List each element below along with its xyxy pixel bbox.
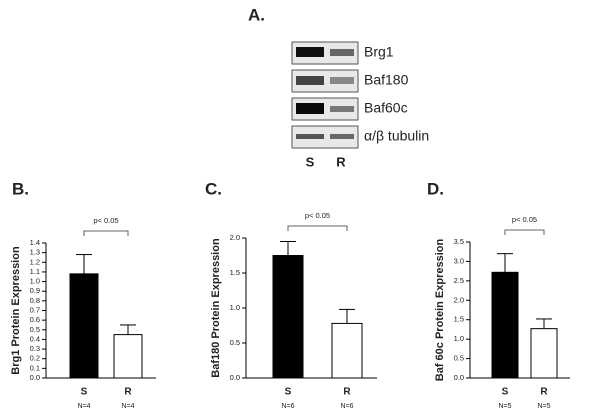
lane-label: R bbox=[336, 154, 346, 169]
y-tick-label: 0.0 bbox=[454, 373, 464, 382]
y-tick-label: 2.0 bbox=[230, 233, 240, 242]
panel-label: A. bbox=[248, 5, 265, 24]
bar bbox=[530, 328, 558, 379]
x-tick-label: S bbox=[285, 387, 292, 398]
bar bbox=[113, 334, 143, 379]
n-label: N=5 bbox=[537, 403, 550, 410]
y-tick-label: 1.5 bbox=[454, 315, 464, 324]
panel-label: B. bbox=[12, 179, 29, 198]
bar-chart: C. Baf180 Protein Expression 0.0 0.5 1.0 1.5 2… bbox=[205, 179, 377, 410]
y-tick-label: 0.5 bbox=[30, 325, 40, 334]
x-tick-label: R bbox=[540, 387, 548, 398]
bar bbox=[69, 273, 99, 379]
y-tick-label: 0.9 bbox=[30, 286, 40, 295]
y-axis-label: Baf 60c Protein Expression bbox=[434, 239, 446, 382]
y-tick-label: 1.3 bbox=[30, 248, 40, 257]
y-tick-label: 0.0 bbox=[230, 373, 240, 382]
y-tick-label: 1.0 bbox=[230, 303, 240, 312]
blot-row-label: α/β tubulin bbox=[364, 128, 429, 144]
y-tick-label: 0.6 bbox=[30, 315, 40, 324]
significance-bracket bbox=[504, 229, 545, 235]
bar-chart: B. Brg1 Protein Expression 0.00.10.20.30.4… bbox=[10, 179, 156, 410]
y-tick-label: 1.4 bbox=[30, 238, 40, 247]
y-tick-label: 0.5 bbox=[230, 338, 240, 347]
y-tick-label: 0.2 bbox=[30, 354, 40, 363]
y-tick-label: 0.4 bbox=[30, 334, 40, 343]
y-tick-label: 3.5 bbox=[454, 237, 464, 246]
y-tick-label: 0.0 bbox=[30, 373, 40, 382]
blot-strip bbox=[291, 41, 359, 149]
panel-label: D. bbox=[427, 179, 444, 198]
y-axis-label: Brg1 Protein Expression bbox=[10, 246, 22, 375]
bar bbox=[272, 255, 304, 379]
n-label: N=6 bbox=[281, 403, 294, 410]
annotation: p< 0.05 bbox=[512, 215, 537, 224]
y-tick-label: 1.0 bbox=[30, 277, 40, 286]
significance-bracket bbox=[83, 230, 129, 236]
x-tick-label: R bbox=[124, 387, 132, 398]
x-tick-label: S bbox=[81, 387, 88, 398]
y-tick-label: 0.1 bbox=[30, 363, 40, 372]
bar-chart: D. Baf 60c Protein Expression 0.0 0.5 1.0 1.5… bbox=[427, 179, 570, 410]
y-tick-label: 0.5 bbox=[454, 354, 464, 363]
significance-bracket bbox=[287, 225, 348, 231]
y-tick-label: 0.8 bbox=[30, 296, 40, 305]
blot-row-label: Baf60c bbox=[364, 100, 408, 116]
annotation: p< 0.05 bbox=[305, 211, 330, 220]
blot-row-label: Baf180 bbox=[364, 72, 409, 88]
lane-label: S bbox=[306, 154, 315, 169]
y-tick-label: 3.0 bbox=[454, 256, 464, 265]
y-tick-label: 1.0 bbox=[454, 334, 464, 343]
y-tick-label: 1.2 bbox=[30, 257, 40, 266]
blot-row-label: Brg1 bbox=[364, 44, 394, 60]
y-tick-label: 0.7 bbox=[30, 305, 40, 314]
n-label: N=4 bbox=[77, 403, 90, 410]
y-tick-label: 0.3 bbox=[30, 344, 40, 353]
y-tick-label: 2.0 bbox=[454, 295, 464, 304]
annotation: p< 0.05 bbox=[93, 216, 118, 225]
n-label: N=6 bbox=[340, 403, 353, 410]
y-axis-label: Baf180 Protein Expression bbox=[210, 238, 222, 378]
y-tick-label: 1.1 bbox=[30, 267, 40, 276]
x-tick-label: R bbox=[343, 387, 351, 398]
y-tick-label: 2.5 bbox=[454, 276, 464, 285]
y-tick-label: 1.5 bbox=[230, 268, 240, 277]
western-blot: A. Brg1 Baf180 Baf60c α/β tubulin S R bbox=[248, 5, 429, 169]
n-label: N=4 bbox=[121, 403, 134, 410]
bar bbox=[491, 271, 519, 379]
panel-label: C. bbox=[205, 179, 222, 198]
x-tick-label: S bbox=[502, 387, 509, 398]
n-label: N=5 bbox=[498, 403, 511, 410]
bar bbox=[331, 322, 363, 379]
